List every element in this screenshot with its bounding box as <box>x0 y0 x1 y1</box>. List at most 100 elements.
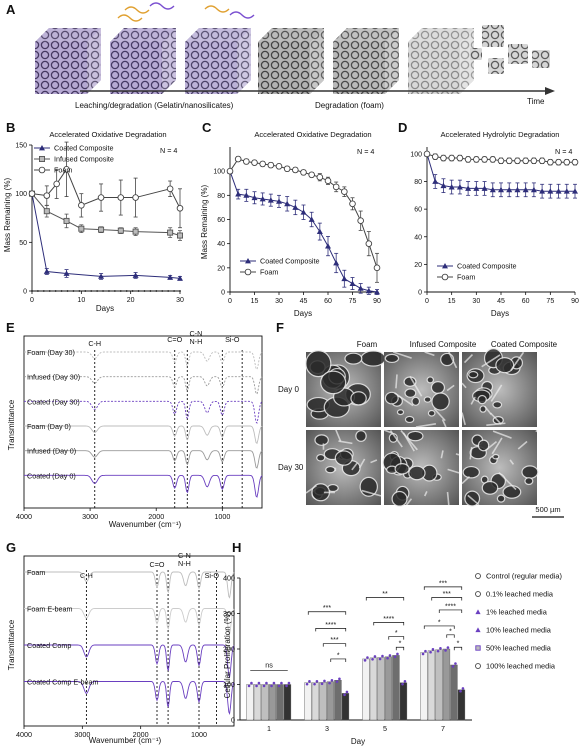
sem-pore <box>305 350 332 378</box>
marker-triangle <box>235 191 242 197</box>
panel-letter-b: B <box>6 120 15 135</box>
sem-grid <box>305 348 539 507</box>
spectrum-line <box>24 474 263 498</box>
panel-letter-e: E <box>6 320 15 335</box>
bar <box>392 655 400 721</box>
x-tick-label: 4000 <box>16 730 32 739</box>
marker-triangle <box>284 200 291 207</box>
fragment-pores <box>482 25 504 47</box>
marker-circle <box>475 573 481 579</box>
bar-dot <box>451 665 455 668</box>
bar <box>253 684 262 721</box>
bracket <box>373 622 405 626</box>
marker-square <box>475 645 481 651</box>
marker-triangle <box>251 194 258 201</box>
significance-label: * <box>438 619 441 626</box>
marker-triangle <box>475 609 481 615</box>
marker-circle <box>571 158 579 166</box>
zero-dot <box>84 290 87 292</box>
marker-circle <box>283 165 291 173</box>
bar-dot <box>255 684 258 688</box>
sem-pore <box>384 391 399 405</box>
leached-strand <box>117 14 143 22</box>
cube-front-pores <box>333 42 385 94</box>
bar-dot <box>285 684 288 688</box>
zero-dot <box>119 290 122 292</box>
bar-dot <box>431 648 435 651</box>
sem-fiber <box>395 374 398 389</box>
zero-dot <box>155 290 158 292</box>
sem-pore <box>502 485 522 499</box>
panel-d: D Accelerated Hydrolytic Degradation Day… <box>398 120 579 318</box>
marker-triangle <box>572 188 578 194</box>
sem-image <box>461 348 537 427</box>
sem-fiber <box>489 412 502 425</box>
x-tick-label: 0 <box>425 298 429 305</box>
bar-dot <box>328 681 331 685</box>
sem-fiber <box>441 419 447 428</box>
marker-circle <box>78 202 85 209</box>
marker-circle <box>117 194 125 201</box>
marker-square <box>132 228 139 235</box>
marker-triangle <box>292 204 299 210</box>
spectrum-line <box>24 608 235 636</box>
marker-circle <box>538 157 546 165</box>
chart-c-xlabel: Days <box>294 309 312 318</box>
zero-dot <box>125 290 128 292</box>
band-label: N-H <box>178 559 191 568</box>
x-tick-label: 2000 <box>148 512 164 521</box>
marker-circle <box>522 157 529 165</box>
marker-circle <box>464 156 472 163</box>
marker-circle <box>475 663 481 669</box>
spectrum-label: Infused (Day 0) <box>27 447 76 456</box>
marker-circle <box>489 156 497 163</box>
sem-fiber <box>448 351 458 369</box>
bar-dot <box>277 684 281 688</box>
marker-triangle <box>432 178 439 184</box>
chart-e-ylabel: Transmittance <box>7 399 16 450</box>
bar-dot <box>313 682 316 686</box>
marker-circle <box>43 192 51 199</box>
marker-triangle <box>341 275 348 282</box>
marker-circle <box>563 158 571 166</box>
time-arrow-head <box>545 87 555 95</box>
significance-label: *** <box>330 637 338 644</box>
significance-label: **** <box>383 616 394 623</box>
marker-circle <box>267 161 275 169</box>
bar <box>311 682 320 721</box>
band-label: C-H <box>80 571 93 580</box>
zero-dot <box>96 290 99 292</box>
spectrum-line <box>24 681 235 715</box>
marker-triangle <box>498 186 504 193</box>
sem-pore <box>384 353 400 364</box>
cube-front-pores <box>35 42 87 94</box>
marker-triangle <box>245 258 251 264</box>
x-tick-label: 90 <box>571 298 579 305</box>
marker-square <box>176 232 183 239</box>
panel-c: C Accelerated Oxidative Degradation Mass… <box>200 120 381 318</box>
panel-letter-a: A <box>6 2 16 17</box>
sem-fiber <box>484 441 497 452</box>
y-tick-label: 60 <box>217 217 225 224</box>
bar-dot <box>366 656 369 659</box>
band-label: Si-O <box>205 571 220 580</box>
bracket <box>423 625 455 629</box>
marker-triangle <box>440 182 447 189</box>
marker-circle <box>441 273 449 281</box>
chart-g-plot: 4000 3000 2000 1000C-HC=OC-NN-HSi-OFoamFoam… <box>16 551 235 739</box>
marker-triangle <box>374 289 380 295</box>
sem-fiber <box>424 351 435 357</box>
band-label: C=O <box>167 335 182 344</box>
sem-pore <box>431 392 450 411</box>
sem-fiber <box>492 430 512 439</box>
marker-circle <box>456 154 464 162</box>
y-tick-label: 40 <box>414 234 422 241</box>
marker-circle <box>176 204 184 212</box>
spectrum-label: Coated Comp <box>27 641 71 650</box>
x-tick-label: 1 <box>267 724 271 733</box>
marker-circle <box>341 188 348 196</box>
spectrum-label: Coated (Day 0) <box>27 471 76 480</box>
marker-circle <box>365 240 373 247</box>
cube-side-pores <box>87 28 101 94</box>
marker-circle <box>514 157 521 165</box>
